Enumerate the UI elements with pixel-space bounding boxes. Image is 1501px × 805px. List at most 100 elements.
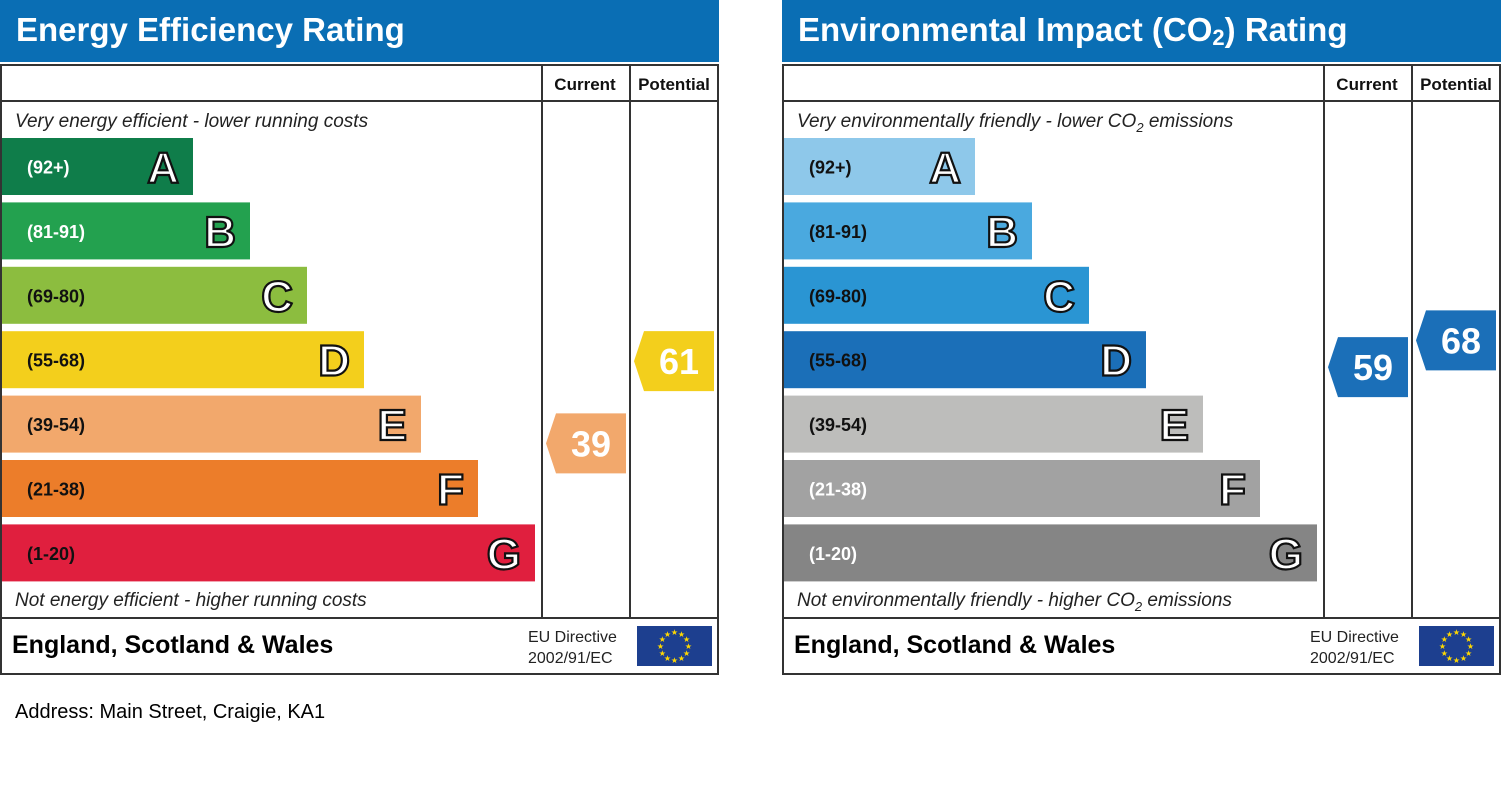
env-band-g-letter: G: [1269, 530, 1303, 579]
env-band-e-bar: [784, 395, 1203, 453]
eu-star-icon: ★: [659, 635, 666, 644]
eu-star-icon: ★: [678, 654, 685, 663]
env-band-c-letter: C: [1043, 272, 1075, 321]
energy-chart-frame: [0, 64, 719, 675]
eu-flag-icon: ★ ★★★★★★★★★★★: [637, 626, 712, 666]
env-potential-rating-arrow: [1416, 310, 1496, 371]
eu-star-icon: ★: [1467, 642, 1474, 651]
env-eu-directive-label: EU Directive: [1310, 629, 1399, 646]
env-band-e: (39-54) E: [784, 395, 1203, 453]
env-band-b-bar: [784, 202, 1032, 260]
env-band-a: (92+) A: [784, 138, 975, 195]
eu-star-icon: ★: [1453, 628, 1460, 637]
eu-star-icon: ★: [1465, 649, 1472, 658]
env-potential-rating-marker: 68: [1416, 310, 1496, 371]
energy-band-g-range: (1-20): [27, 544, 75, 564]
energy-band-e-letter: E: [378, 401, 407, 450]
energy-band-f-bar: [2, 460, 478, 517]
env-band-a-letter: A: [929, 144, 961, 193]
env-current-rating-arrow: [1328, 337, 1408, 398]
energy-band-b-letter: B: [204, 208, 236, 257]
energy-band-b-bar: [2, 202, 250, 260]
env-band-c-bar: [784, 266, 1089, 324]
energy-band-g-bar: [2, 524, 535, 582]
env-top-note: Very environmentally friendly - lower CO…: [797, 111, 1234, 135]
energy-band-a-bar: [2, 138, 193, 195]
property-address: Address: Main Street, Craigie, KA1: [15, 701, 326, 723]
environmental-impact-title: Environmental Impact (CO2) Rating: [798, 11, 1348, 50]
energy-current-rating-value: 39: [571, 423, 611, 464]
eu-flag-background: [637, 626, 712, 666]
energy-outer-border: [0, 64, 719, 675]
env-band-f: (21-38) F: [784, 460, 1260, 517]
env-band-b-letter: B: [986, 208, 1018, 257]
energy-band-b: (81-91) B: [2, 202, 250, 260]
eu-star-icon: ★: [657, 642, 664, 651]
energy-band-f-letter: F: [437, 466, 464, 515]
energy-band-f: (21-38) F: [2, 460, 478, 517]
eu-star-icon: ★: [1453, 656, 1460, 665]
eu-star-icon: ★: [659, 649, 666, 658]
energy-efficiency-header: Energy Efficiency Rating: [0, 0, 719, 62]
energy-band-a: (92+) A: [2, 138, 193, 195]
env-band-b: (81-91) B: [784, 202, 1032, 260]
energy-band-g: (1-20) G: [2, 524, 535, 582]
env-band-g-bar: [784, 524, 1317, 582]
energy-eu-directive-label: EU Directive: [528, 629, 617, 646]
env-chart-frame: [782, 64, 1501, 675]
energy-band-c: (69-80) C: [2, 266, 307, 324]
energy-region-label: England, Scotland & Wales: [12, 631, 333, 659]
eu-star-icon: ★: [685, 642, 692, 651]
eu-star-icon: ★: [1465, 635, 1472, 644]
eu-star-icon: ★: [683, 649, 690, 658]
energy-current-rating-marker: 39: [546, 413, 626, 474]
env-band-f-bar: [784, 460, 1260, 517]
env-band-d-bar: [784, 331, 1146, 389]
energy-current-column-label: Current: [554, 75, 616, 94]
energy-current-rating-arrow: [546, 413, 626, 474]
env-region-label: England, Scotland & Wales: [794, 631, 1115, 659]
energy-bands: (92+) A (81-91) B (69-80) C (55-68) D (39-54) E (2…: [2, 138, 535, 582]
eu-star-icon: ★: [671, 656, 678, 665]
eu-star-icon: ★: [1439, 642, 1446, 651]
env-outer-border: [782, 64, 1501, 675]
env-band-d-letter: D: [1100, 337, 1132, 386]
env-band-e-letter: E: [1160, 401, 1189, 450]
energy-efficiency-title: Energy Efficiency Rating: [16, 11, 405, 48]
energy-top-note: Very energy efficient - lower running co…: [15, 111, 369, 132]
environmental-impact-panel: Environmental Impact (CO2) Rating Curren…: [782, 0, 1501, 676]
eu-star-icon: ★: [1460, 630, 1467, 639]
eu-flag-icon: ★ ★★★★★★★★★★★: [1419, 626, 1494, 666]
eu-star-icon: ★: [664, 630, 671, 639]
energy-band-c-bar: [2, 266, 307, 324]
eu-star-icon: ★: [1446, 630, 1453, 639]
env-band-f-letter: F: [1219, 466, 1246, 515]
env-band-d-range: (55-68): [809, 351, 867, 371]
eu-star-icon: ★: [1441, 649, 1448, 658]
eu-star-icon: ★: [664, 654, 671, 663]
env-potential-column-label: Potential: [1420, 75, 1492, 94]
env-band-c-range: (69-80): [809, 286, 867, 306]
energy-band-e: (39-54) E: [2, 395, 421, 453]
energy-efficiency-chart: Current Potential Very energy efficient …: [0, 64, 719, 675]
eu-star-icon: ★: [1441, 635, 1448, 644]
env-band-a-bar: [784, 138, 975, 195]
energy-potential-rating-value: 61: [659, 341, 699, 382]
eu-star-icon: ★: [671, 628, 678, 637]
energy-band-c-range: (69-80): [27, 286, 85, 306]
energy-band-c-letter: C: [261, 272, 293, 321]
energy-band-f-range: (21-38): [27, 480, 85, 500]
env-current-rating-value: 59: [1353, 347, 1393, 388]
eu-star-icon: ★: [683, 635, 690, 644]
energy-bottom-note: Not energy efficient - higher running co…: [15, 590, 367, 611]
energy-band-b-range: (81-91): [27, 222, 85, 242]
eu-star-icon: ★: [1460, 654, 1467, 663]
energy-band-d: (55-68) D: [2, 331, 364, 389]
energy-potential-rating-arrow: [634, 331, 714, 392]
energy-band-g-letter: G: [487, 530, 521, 579]
energy-band-e-range: (39-54): [27, 415, 85, 435]
env-current-column-label: Current: [1336, 75, 1398, 94]
env-band-b-range: (81-91): [809, 222, 867, 242]
energy-band-a-letter: A: [147, 144, 179, 193]
energy-rating-markers: 39 61: [546, 331, 714, 474]
